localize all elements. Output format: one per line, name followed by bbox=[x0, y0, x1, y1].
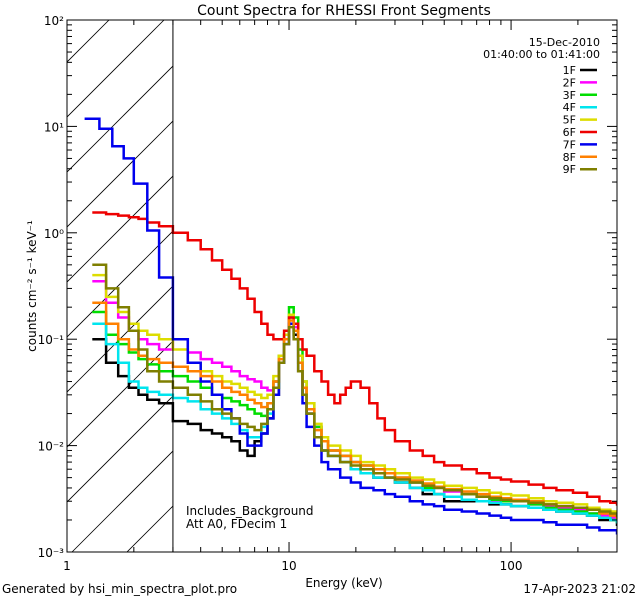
generated-by-label: Generated by hsi_min_spectra_plot.pro bbox=[2, 582, 238, 596]
axis-ticks: 1 10 100 10⁻³ 10⁻² 10⁻¹ 10⁰ 10¹ 10² bbox=[38, 14, 618, 573]
hatch-line bbox=[67, 230, 173, 338]
hatch-line bbox=[67, 20, 165, 118]
annotation-background: Includes_Background bbox=[186, 504, 314, 518]
legend-label-1f: 1F bbox=[563, 64, 576, 77]
y-axis-label: counts cm⁻² s⁻¹ keV⁻¹ bbox=[25, 220, 39, 352]
series-7f bbox=[84, 117, 617, 535]
hatched-region bbox=[67, 20, 173, 552]
legend-label-9f: 9F bbox=[563, 163, 576, 176]
time-range-label: 01:40:00 to 01:41:00 bbox=[483, 48, 600, 61]
series-9f bbox=[92, 263, 617, 517]
x-tick-label: 10 bbox=[281, 559, 296, 573]
y-tick-label: 10⁻³ bbox=[38, 546, 65, 560]
legend-label-8f: 8F bbox=[563, 151, 576, 164]
x-tick-label: 1 bbox=[63, 559, 71, 573]
timestamp-label: 17-Apr-2023 21:02 bbox=[523, 582, 636, 596]
series-4f bbox=[92, 316, 617, 524]
hatch-line bbox=[67, 285, 173, 393]
y-tick-label: 10⁰ bbox=[44, 227, 64, 241]
hatch-line bbox=[67, 120, 173, 228]
hatch-line bbox=[67, 175, 173, 283]
legend-label-7f: 7F bbox=[563, 138, 576, 151]
x-axis-label: Energy (keV) bbox=[305, 576, 382, 590]
annotation-attenuator: Att A0, FDecim 1 bbox=[186, 517, 287, 531]
hatch-line bbox=[71, 450, 173, 552]
series-layer bbox=[84, 117, 617, 535]
y-tick-label: 10⁻² bbox=[38, 440, 65, 454]
legend-label-5f: 5F bbox=[563, 114, 576, 127]
chart-title: Count Spectra for RHESSI Front Segments bbox=[197, 3, 491, 19]
legend-label-2f: 2F bbox=[563, 76, 576, 89]
legend-label-3f: 3F bbox=[563, 89, 576, 102]
series-1f bbox=[92, 322, 617, 527]
x-tick-label: 100 bbox=[500, 559, 523, 573]
hatch-line bbox=[67, 20, 110, 63]
y-tick-label: 10⁻¹ bbox=[38, 333, 65, 347]
legend-label-6f: 6F bbox=[563, 126, 576, 139]
hatch-line bbox=[67, 395, 173, 503]
series-6f bbox=[92, 211, 617, 506]
y-tick-label: 10¹ bbox=[44, 120, 64, 134]
plot-frame bbox=[66, 19, 618, 553]
legend-label-4f: 4F bbox=[563, 101, 576, 114]
y-tick-label: 10² bbox=[44, 14, 64, 28]
hatch-line bbox=[67, 65, 173, 173]
date-label: 15-Dec-2010 bbox=[529, 36, 600, 49]
